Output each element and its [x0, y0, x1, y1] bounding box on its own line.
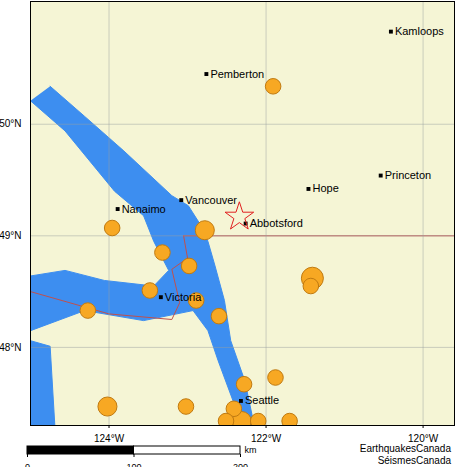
svg-text:km: km [245, 445, 257, 455]
svg-text:Vancouver: Vancouver [185, 194, 237, 206]
svg-text:100: 100 [126, 462, 141, 467]
svg-text:Kamloops: Kamloops [395, 25, 444, 37]
svg-text:Pemberton: Pemberton [210, 68, 264, 80]
svg-text:0: 0 [25, 462, 30, 467]
svg-text:Abbotsford: Abbotsford [250, 217, 303, 229]
svg-text:Victoria: Victoria [165, 291, 202, 303]
svg-text:Hope: Hope [312, 182, 338, 194]
svg-text:Princeton: Princeton [385, 169, 431, 181]
svg-text:Seattle: Seattle [245, 394, 279, 406]
svg-text:Nanaimo: Nanaimo [122, 203, 166, 215]
svg-text:200: 200 [233, 462, 248, 467]
html-text:EarthquakesCanada: EarthquakesCanada [359, 443, 451, 454]
svg-text:50°N: 50°N [0, 118, 22, 129]
html-text:SéismesCanada: SéismesCanada [377, 455, 451, 466]
svg-text:124°W: 124°W [94, 433, 125, 443]
svg-text:122°W: 122°W [251, 433, 282, 443]
svg-text:48°N: 48°N [0, 342, 22, 353]
svg-text:49°N: 49°N [0, 230, 22, 241]
svg-text:120°W: 120°W [408, 433, 439, 443]
